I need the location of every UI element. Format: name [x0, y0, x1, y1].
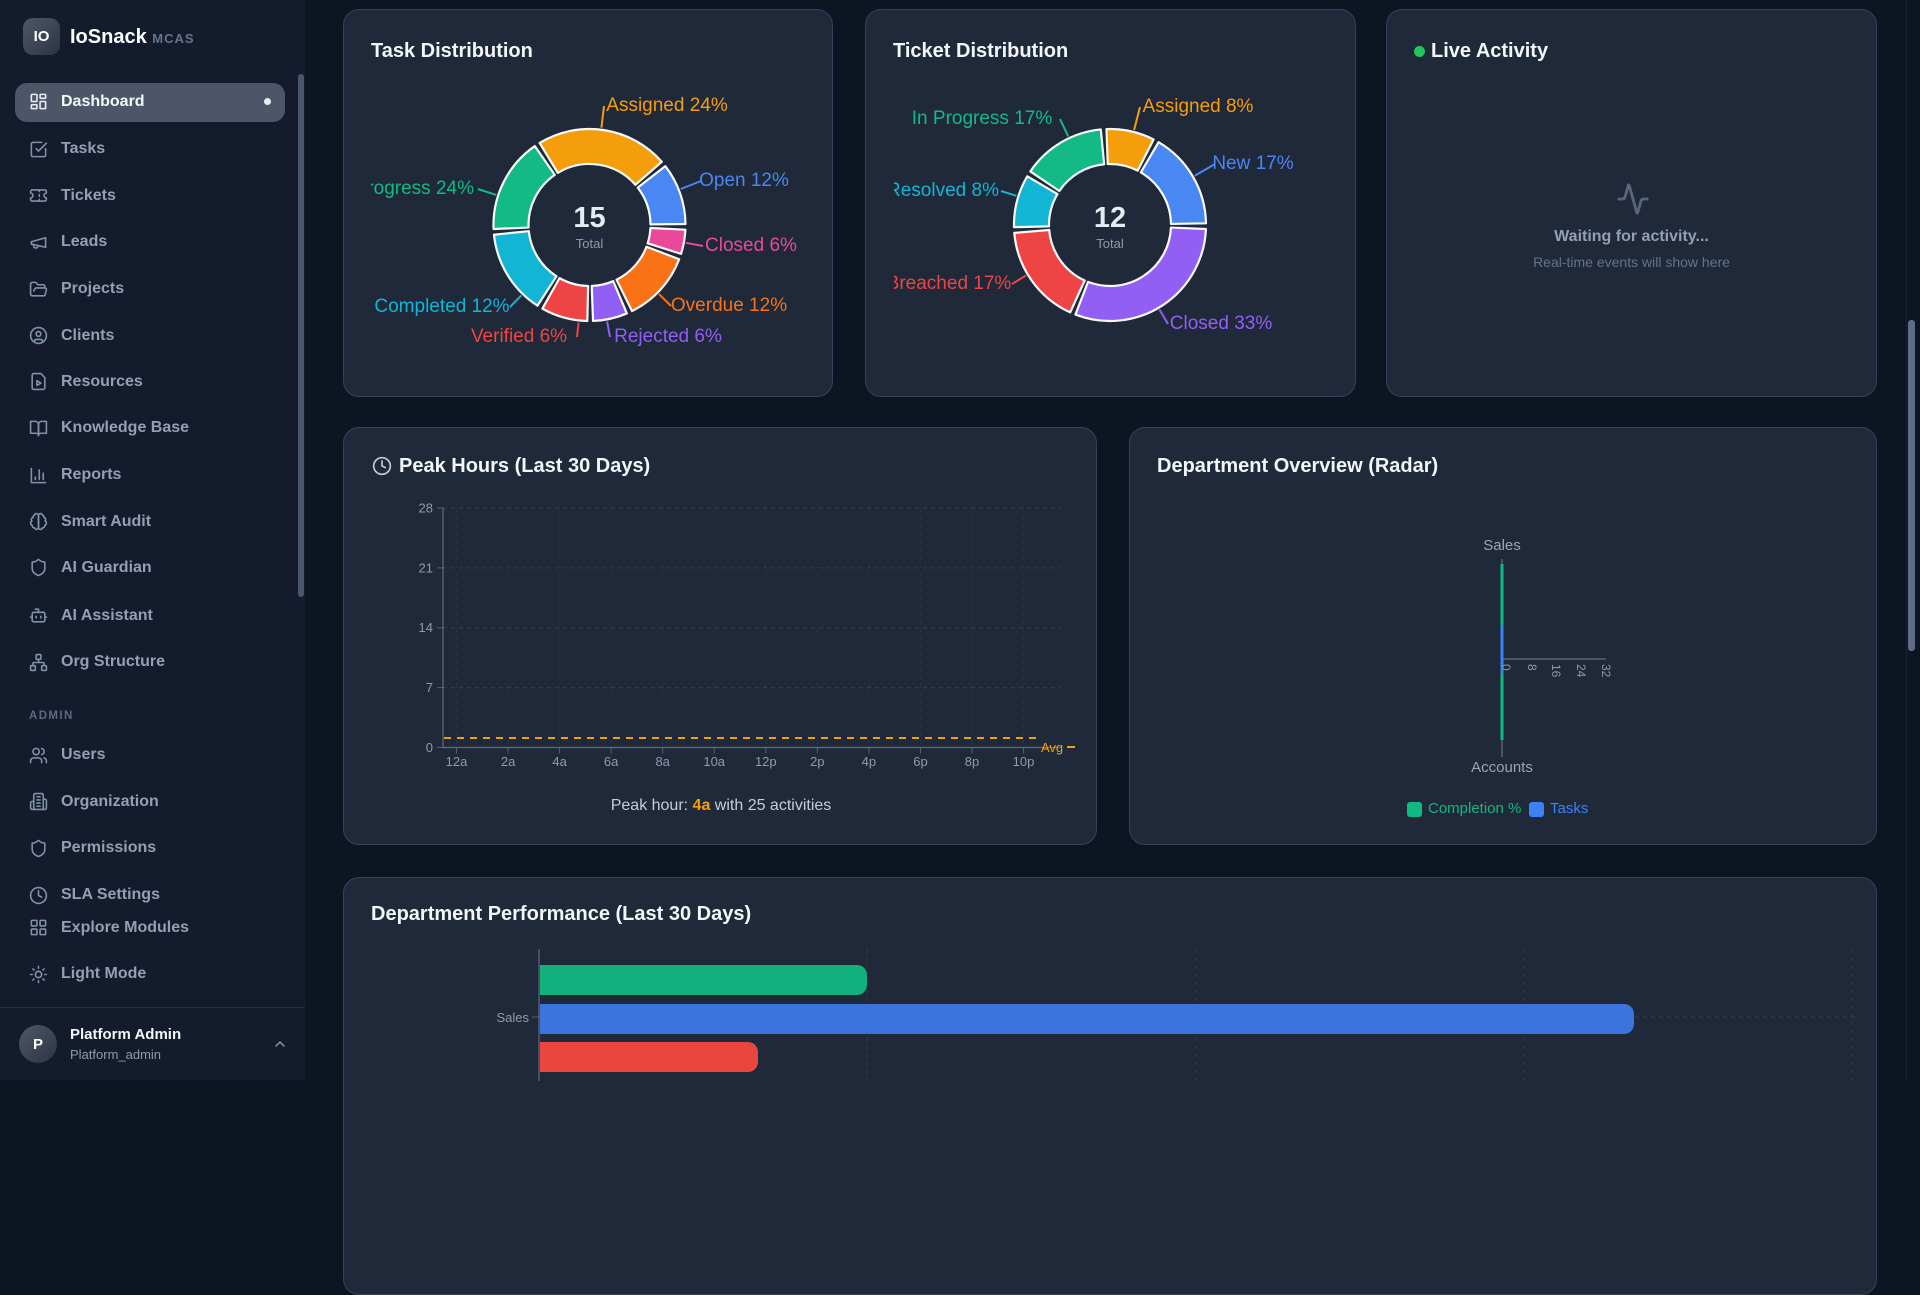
svg-text:Overdue 12%: Overdue 12%: [671, 295, 787, 316]
svg-text:2p: 2p: [810, 754, 824, 769]
svg-text:6a: 6a: [604, 754, 619, 769]
svg-text:Assigned 24%: Assigned 24%: [606, 95, 728, 116]
svg-text:12a: 12a: [446, 754, 468, 769]
svg-text:10p: 10p: [1013, 754, 1035, 769]
svg-text:28: 28: [419, 501, 433, 516]
svg-text:Tasks: Tasks: [1550, 800, 1588, 817]
svg-text:32: 32: [1599, 664, 1613, 678]
svg-text:Completion %: Completion %: [1428, 800, 1521, 817]
svg-text:Resolved 8%: Resolved 8%: [887, 180, 999, 201]
svg-text:0: 0: [1499, 664, 1513, 671]
svg-text:Rejected 6%: Rejected 6%: [614, 326, 722, 347]
svg-text:4p: 4p: [862, 754, 876, 769]
svg-text:In Progress 17%: In Progress 17%: [912, 108, 1053, 129]
svg-text:Peak hour: 4a with 25 activiti: Peak hour: 4a with 25 activities: [611, 797, 832, 814]
svg-text:6p: 6p: [913, 754, 927, 769]
svg-text:Open 12%: Open 12%: [699, 170, 789, 191]
svg-text:0: 0: [426, 740, 433, 755]
svg-text:Avg: Avg: [1041, 740, 1063, 755]
svg-text:8: 8: [1525, 664, 1539, 671]
svg-text:16: 16: [1549, 664, 1563, 678]
svg-text:21: 21: [419, 560, 433, 575]
svg-text:7: 7: [426, 680, 433, 695]
svg-text:Verified 6%: Verified 6%: [471, 326, 567, 347]
svg-text:Total: Total: [1096, 236, 1124, 251]
svg-text:Closed 6%: Closed 6%: [705, 235, 797, 256]
svg-text:8p: 8p: [965, 754, 979, 769]
svg-text:New 17%: New 17%: [1212, 153, 1293, 174]
svg-text:Breached 17%: Breached 17%: [887, 273, 1012, 294]
svg-text:Total: Total: [576, 236, 604, 251]
svg-text:15: 15: [573, 202, 605, 234]
svg-text:2a: 2a: [501, 754, 516, 769]
svg-text:Assigned 8%: Assigned 8%: [1143, 96, 1254, 117]
svg-text:In Progress 24%: In Progress 24%: [344, 178, 474, 199]
svg-text:12p: 12p: [755, 754, 777, 769]
svg-text:Closed 33%: Closed 33%: [1170, 313, 1273, 334]
svg-text:10a: 10a: [703, 754, 725, 769]
svg-text:14: 14: [419, 620, 433, 635]
svg-text:4a: 4a: [552, 754, 567, 769]
svg-text:24: 24: [1574, 664, 1588, 678]
svg-text:Accounts: Accounts: [1471, 759, 1533, 776]
svg-text:Completed 12%: Completed 12%: [374, 296, 509, 317]
svg-text:12: 12: [1094, 202, 1126, 234]
svg-text:8a: 8a: [655, 754, 670, 769]
svg-text:Sales: Sales: [496, 1010, 529, 1025]
svg-text:Sales: Sales: [1483, 537, 1521, 554]
